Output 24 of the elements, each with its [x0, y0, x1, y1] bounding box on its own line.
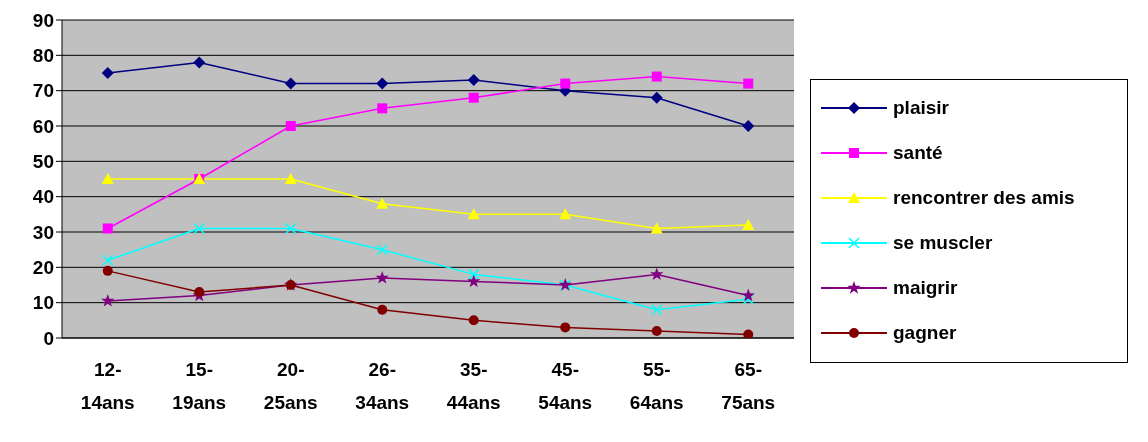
y-tick-label: 20 [32, 257, 54, 279]
legend-label: gagner [893, 322, 957, 344]
legend-label: maigrir [893, 277, 958, 299]
y-tick-label: 80 [32, 45, 54, 67]
y-tick-label: 90 [32, 9, 54, 31]
y-tick-label: 60 [32, 115, 54, 137]
x-tick-label: 35-44ans [446, 359, 501, 413]
y-tick-label: 10 [32, 292, 54, 314]
legend-label: plaisir [893, 97, 949, 119]
x-tick-label: 45-54ans [538, 359, 593, 413]
y-tick-label: 50 [32, 151, 54, 173]
legend-label: santé [893, 142, 943, 164]
y-tick-label: 70 [32, 80, 54, 102]
x-tick-label: 12-14ans [80, 359, 135, 413]
legend-label: se muscler [893, 232, 993, 254]
x-tick-label: 20-25ans [263, 359, 318, 413]
y-tick-label: 0 [43, 327, 54, 349]
y-tick-label: 30 [32, 221, 54, 243]
y-tick-label: 40 [32, 186, 54, 208]
x-tick-label: 26-34ans [355, 359, 410, 413]
x-tick-label: 65-75ans [721, 359, 776, 413]
legend-label: rencontrer des amis [893, 187, 1075, 209]
x-tick-label: 15-19ans [172, 359, 227, 413]
x-tick-label: 55-64ans [629, 359, 684, 413]
